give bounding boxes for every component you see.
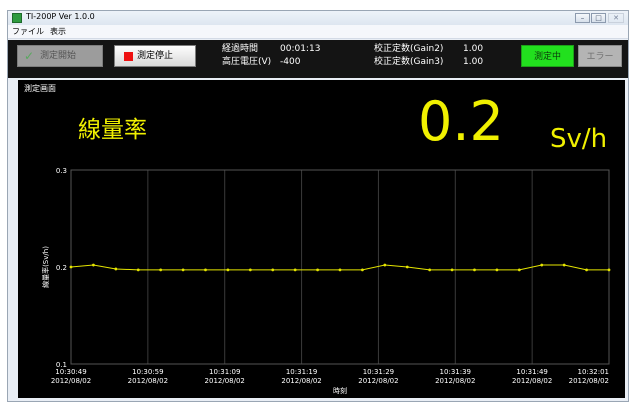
x-tick-date: 2012/08/02 [358,377,398,385]
data-point [361,268,364,272]
voltage-value: -400 [280,57,301,67]
data-point [316,268,319,272]
x-tick-date: 2012/08/02 [51,377,91,385]
elapsed-time-value: 00:01:13 [280,44,321,54]
status-error-badge: エラー [578,45,622,67]
dose-rate-unit: Sv/h [550,124,608,154]
data-point [562,263,566,267]
x-tick-label: 10:30:49 [55,368,86,376]
panel-title: 測定画面 [24,84,56,93]
y-tick-label: 0.3 [56,167,67,175]
start-measurement-button[interactable]: ✓ 測定開始 [17,45,103,67]
data-point [293,268,297,272]
x-tick-date: 2012/08/02 [435,377,475,385]
gain2-label: 校正定数(Gain2) [374,44,444,54]
data-point [540,263,544,267]
close-icon[interactable]: ✕ [608,13,624,23]
x-tick-label: 10:32:01 [578,368,609,376]
stop-icon [124,52,133,61]
x-tick-label: 10:30:59 [132,368,163,376]
x-tick-date: 2012/08/02 [281,377,321,385]
data-point [136,268,140,272]
stop-button-label: 測定停止 [137,51,174,61]
data-point [69,265,73,269]
x-tick-date: 2012/08/02 [205,377,245,385]
plot-frame [70,169,610,365]
data-point [383,263,387,267]
x-tick-date: 2012/08/02 [569,377,609,385]
data-point [181,268,185,272]
check-icon: ✓ [24,49,35,63]
minimize-icon[interactable]: – [575,13,590,23]
x-tick-date: 2012/08/02 [128,377,168,385]
voltage-label: 高圧電圧(V) [222,57,272,67]
data-point [248,268,252,272]
start-button-label: 測定開始 [40,51,77,61]
data-point [450,268,454,272]
data-point [114,267,118,271]
x-tick-date: 2012/08/02 [512,377,552,385]
elapsed-time-label: 経過時間 [222,44,259,54]
menu-file[interactable]: ファイル [12,27,44,36]
chart-grid [70,170,610,364]
data-point [473,268,476,272]
app-window: TI-200P Ver 1.0.0 – □ ✕ ファイル 表示 ✓ 測定開始 測… [7,10,629,402]
dose-rate-label: 線量率 [78,117,147,143]
y-axis-title: 線量率(Sv/h) [41,246,50,288]
data-point [226,268,230,272]
x-tick-label: 10:31:39 [440,368,471,376]
data-point [92,263,95,267]
x-tick-label: 10:31:09 [209,368,240,376]
x-axis-title: 時刻 [333,386,347,395]
measurement-panel: 測定画面 線量率 0.2 Sv/h 0.3 0.2 0.1 10:30:49 2012… [18,80,625,398]
data-point [204,268,207,272]
data-point [271,268,275,272]
data-point [517,268,521,272]
y-tick-label: 0.1 [56,361,67,369]
series-points [69,263,611,272]
menu-bar: ファイル 表示 [8,25,628,39]
gain2-value: 1.00 [463,44,484,54]
app-icon [12,13,22,23]
y-axis: 0.3 0.2 0.1 [56,167,67,369]
gain3-label: 校正定数(Gain3) [374,57,444,67]
data-point [405,265,409,269]
data-point [159,268,163,272]
x-tick-label: 10:31:49 [516,368,547,376]
menu-view[interactable]: 表示 [50,27,66,36]
toolbar: ✓ 測定開始 測定停止 経過時間 00:01:13 高圧電圧(V) -400 校… [8,40,628,78]
x-axis: 10:30:492012/08/0210:30:592012/08/0210:3… [51,368,609,385]
gain3-value: 1.00 [463,57,484,67]
title-bar: TI-200P Ver 1.0.0 – □ ✕ [8,11,628,25]
x-tick-label: 10:31:29 [363,368,394,376]
dose-rate-value: 0.2 [418,90,504,153]
data-point [338,268,342,272]
stop-measurement-button[interactable]: 測定停止 [114,45,196,67]
dose-rate-chart: 0.30.20.1 10:30:492012/08/0210:30:592012… [41,167,611,395]
maximize-icon[interactable]: □ [591,13,606,23]
window-title: TI-200P Ver 1.0.0 [26,12,95,21]
data-point [495,268,499,272]
data-point [607,268,611,272]
x-tick-label: 10:31:19 [286,368,317,376]
y-tick-label: 0.2 [56,264,67,272]
data-point [428,268,432,272]
status-measuring-badge: 測定中 [521,45,574,67]
data-point [585,268,588,272]
